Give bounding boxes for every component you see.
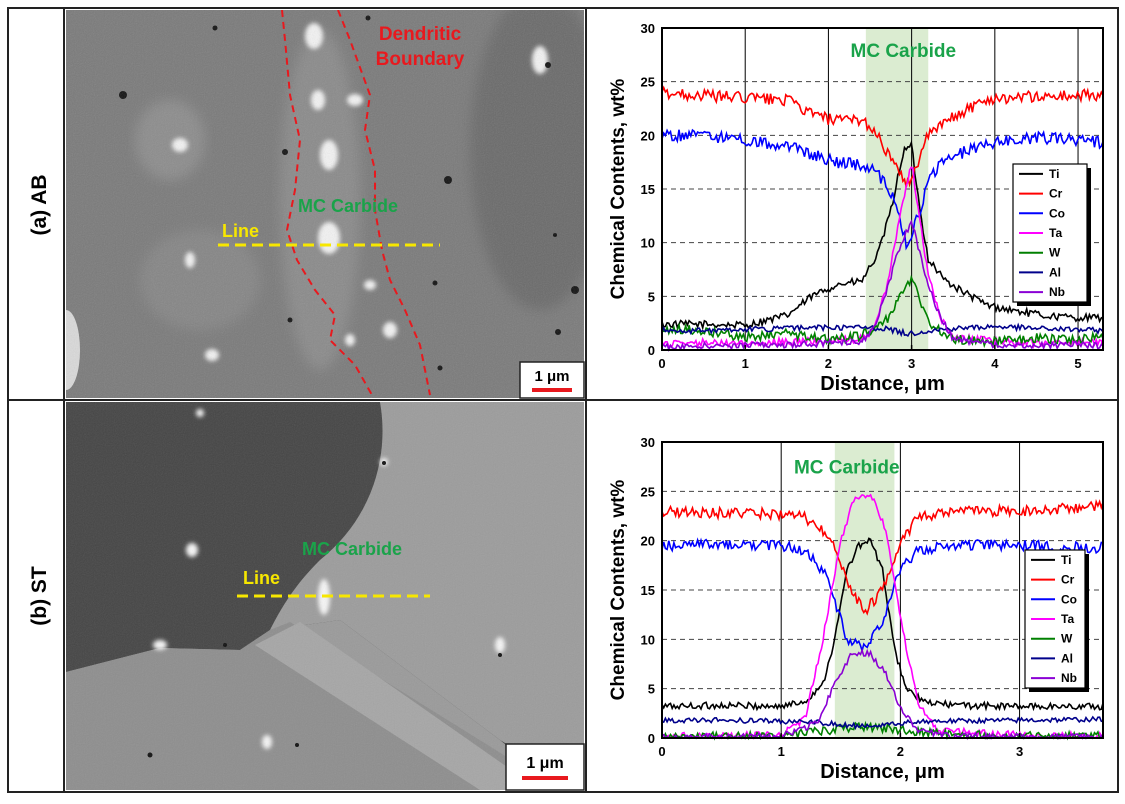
series-co (661, 537, 1104, 654)
y-tick-label: 25 (641, 484, 655, 499)
x-tick-label: 3 (908, 356, 915, 371)
row-label-b: (b) ST (28, 566, 51, 626)
y-axis-label: Chemical Contents, wt% (608, 480, 629, 701)
annotation-dendritic: Dendritic (379, 24, 462, 45)
y-tick-label: 25 (641, 75, 655, 90)
y-tick-label: 0 (648, 343, 655, 358)
x-tick-label: 0 (658, 356, 665, 371)
micrograph-ab (66, 10, 584, 398)
annotation-mc-carbide-ab: MC Carbide (298, 196, 398, 216)
x-tick-label: 5 (1074, 356, 1081, 371)
y-tick-label: 15 (641, 182, 655, 197)
annotation-mc-carbide-st: MC Carbide (302, 539, 402, 559)
y-tick-label: 5 (648, 289, 655, 304)
x-tick-label: 2 (825, 356, 832, 371)
y-tick-label: 20 (641, 534, 655, 549)
annotation-boundary: Boundary (376, 49, 465, 70)
y-tick-label: 20 (641, 128, 655, 143)
legend-label-w: W (1049, 246, 1061, 260)
x-tick-label: 1 (742, 356, 749, 371)
legend-label-ti: Ti (1049, 167, 1059, 181)
legend-label-cr: Cr (1049, 187, 1063, 201)
legend-label-nb: Nb (1061, 671, 1077, 685)
series-ti (661, 537, 1104, 712)
scalebar-st: 1 μm (505, 743, 585, 791)
y-tick-label: 5 (648, 682, 655, 697)
plot-frame (661, 27, 1104, 351)
chart-ab: 0 1 2 3 4 5 0 5 10 15 20 25 30 Distance, μm Chemical C… (608, 21, 1104, 395)
chart-annotation-mc-carbide: MC Carbide (851, 41, 957, 62)
scalebar-label-st: 1 μm (526, 755, 563, 772)
legend-label-al: Al (1061, 651, 1073, 665)
series-cr (661, 85, 1104, 188)
annotation-line-st: Line (243, 568, 280, 588)
series-w (661, 274, 1104, 349)
legend-label-ta: Ta (1061, 612, 1074, 626)
y-tick-label: 30 (641, 435, 655, 450)
y-tick-label: 15 (641, 583, 655, 598)
legend-label-cr: Cr (1061, 573, 1075, 587)
legend-label-co: Co (1061, 592, 1077, 606)
legend-label-nb: Nb (1049, 285, 1065, 299)
y-tick-label: 10 (641, 236, 655, 251)
x-tick-label: 4 (991, 356, 999, 371)
legend-label-co: Co (1049, 206, 1065, 220)
row-label-a: (a) AB (28, 174, 51, 235)
series-al (661, 322, 1104, 338)
x-tick-label: 1 (778, 744, 785, 759)
chart-annotation-mc-carbide: MC Carbide (794, 458, 900, 479)
micrograph-st (66, 402, 584, 790)
series-co (661, 128, 1104, 251)
series-al (661, 715, 1104, 731)
x-tick-label: 2 (897, 744, 904, 759)
x-axis-label: Distance, μm (820, 761, 945, 783)
annotation-line-ab: Line (222, 221, 259, 241)
x-tick-label: 0 (658, 744, 665, 759)
x-tick-label: 3 (1016, 744, 1023, 759)
series-nb (661, 648, 1104, 741)
series-ti (661, 139, 1104, 331)
plot-frame (661, 441, 1104, 739)
series-nb (661, 219, 1104, 352)
legend-label-w: W (1061, 632, 1073, 646)
scalebar-ab: 1 μm (519, 361, 585, 399)
x-axis-label: Distance, μm (820, 373, 945, 395)
legend-label-ti: Ti (1061, 553, 1071, 567)
legend-label-al: Al (1049, 265, 1061, 279)
y-tick-label: 0 (648, 731, 655, 746)
y-tick-label: 30 (641, 21, 655, 36)
legend-label-ta: Ta (1049, 226, 1062, 240)
y-axis-label: Chemical Contents, wt% (608, 79, 629, 300)
series-cr (661, 498, 1104, 616)
scalebar-label-ab: 1 μm (534, 368, 569, 385)
y-tick-label: 10 (641, 632, 655, 647)
